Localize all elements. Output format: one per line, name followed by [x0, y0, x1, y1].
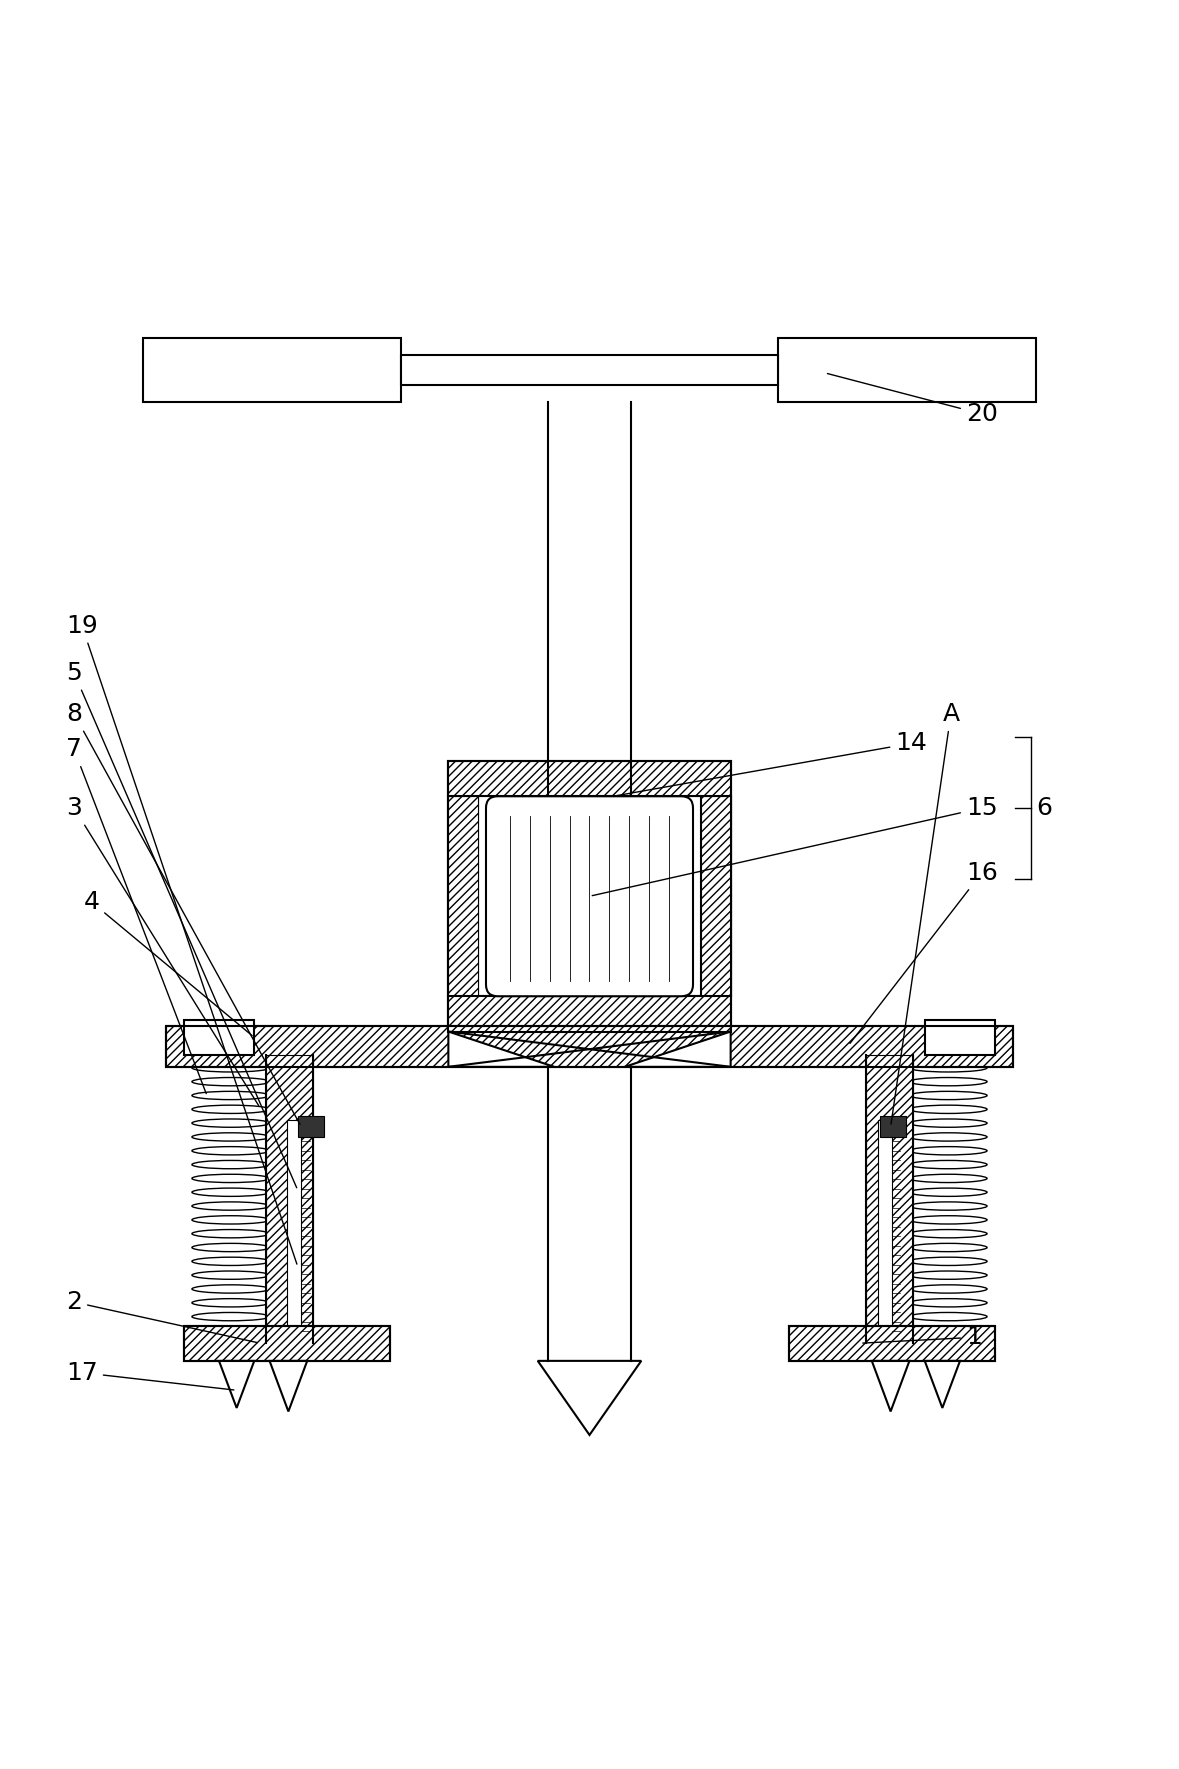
Text: 8: 8 [66, 702, 299, 1125]
Ellipse shape [909, 1189, 987, 1196]
Polygon shape [871, 1360, 909, 1412]
Text: 7: 7 [66, 738, 206, 1093]
Ellipse shape [192, 1201, 270, 1210]
Text: 4: 4 [84, 890, 252, 1035]
Bar [448, 796, 477, 996]
Ellipse shape [909, 1146, 987, 1155]
Bar [184, 1325, 389, 1360]
Polygon shape [924, 1360, 960, 1408]
Ellipse shape [909, 1298, 987, 1307]
Ellipse shape [909, 1244, 987, 1252]
Ellipse shape [192, 1229, 270, 1238]
Ellipse shape [909, 1160, 987, 1169]
Ellipse shape [909, 1270, 987, 1279]
Ellipse shape [192, 1132, 270, 1141]
FancyBboxPatch shape [486, 796, 693, 996]
Polygon shape [448, 1031, 554, 1067]
Bar [448, 761, 731, 1031]
Ellipse shape [192, 1244, 270, 1252]
Polygon shape [625, 1031, 731, 1067]
Bar [166, 1026, 1013, 1067]
Ellipse shape [909, 1063, 987, 1072]
Bar [266, 1054, 314, 1343]
Ellipse shape [192, 1106, 270, 1113]
Bar [924, 1019, 995, 1054]
Ellipse shape [909, 1132, 987, 1141]
Text: 20: 20 [828, 373, 997, 426]
Ellipse shape [909, 1091, 987, 1100]
Bar [448, 996, 731, 1031]
Bar [166, 1026, 1013, 1067]
Ellipse shape [192, 1160, 270, 1169]
Ellipse shape [192, 1298, 270, 1307]
Ellipse shape [192, 1091, 270, 1100]
Text: 19: 19 [66, 614, 297, 1265]
Bar [448, 796, 731, 897]
Ellipse shape [909, 1201, 987, 1210]
Ellipse shape [192, 1327, 270, 1334]
Text: 2: 2 [66, 1290, 257, 1343]
Ellipse shape [192, 1189, 270, 1196]
Ellipse shape [909, 1175, 987, 1182]
Ellipse shape [909, 1215, 987, 1224]
Ellipse shape [909, 1284, 987, 1293]
Ellipse shape [909, 1120, 987, 1127]
Bar [880, 1116, 905, 1137]
Bar [790, 1325, 995, 1360]
Text: 16: 16 [850, 862, 997, 1044]
Ellipse shape [192, 1063, 270, 1072]
Ellipse shape [192, 1284, 270, 1293]
Text: 14: 14 [615, 731, 927, 796]
Ellipse shape [192, 1258, 270, 1265]
Text: 1: 1 [863, 1325, 982, 1350]
Bar [778, 338, 1036, 402]
Ellipse shape [909, 1313, 987, 1321]
Polygon shape [219, 1360, 255, 1408]
Bar [448, 761, 731, 796]
Bar [184, 1019, 255, 1054]
Ellipse shape [192, 1215, 270, 1224]
Polygon shape [270, 1360, 308, 1412]
Ellipse shape [909, 1258, 987, 1265]
Ellipse shape [192, 1270, 270, 1279]
Polygon shape [538, 1360, 641, 1435]
Ellipse shape [909, 1106, 987, 1113]
Bar [877, 1120, 891, 1343]
Text: 5: 5 [66, 662, 297, 1187]
Bar [143, 338, 401, 402]
Ellipse shape [909, 1327, 987, 1334]
Bar [298, 1116, 324, 1137]
Text: 17: 17 [66, 1360, 233, 1390]
Ellipse shape [192, 1175, 270, 1182]
Ellipse shape [192, 1120, 270, 1127]
Ellipse shape [192, 1077, 270, 1086]
Ellipse shape [909, 1077, 987, 1086]
Ellipse shape [909, 1229, 987, 1238]
Bar [401, 356, 778, 384]
Bar [288, 1120, 302, 1343]
Bar [790, 1325, 995, 1360]
Ellipse shape [192, 1313, 270, 1321]
Bar [184, 1325, 389, 1360]
Bar [448, 897, 731, 996]
Text: 6: 6 [1036, 796, 1053, 821]
Bar [702, 796, 731, 996]
Text: 3: 3 [66, 796, 258, 1106]
Bar [865, 1054, 913, 1343]
Text: 15: 15 [592, 796, 997, 895]
Text: A: A [891, 702, 960, 1123]
Ellipse shape [192, 1146, 270, 1155]
Bar [477, 796, 702, 996]
